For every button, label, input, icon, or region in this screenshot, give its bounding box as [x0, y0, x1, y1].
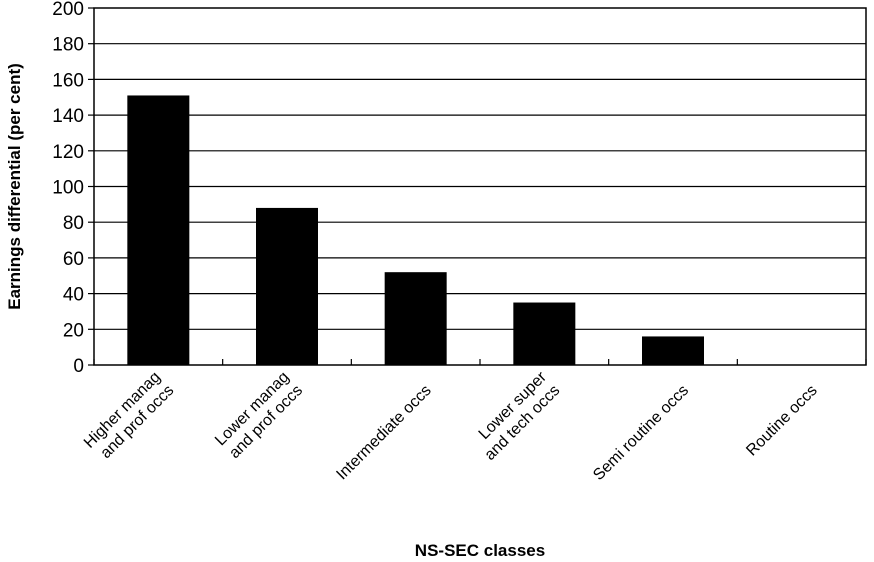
y-axis-ticks: 0 20 40 60 80 100 120 140 160 180 200: [52, 0, 94, 377]
y-axis-title: Earnings differential (per cent): [5, 63, 24, 310]
bars: [127, 95, 704, 365]
y-tick-label: 100: [52, 178, 84, 199]
bar: [384, 272, 447, 365]
bar: [642, 336, 704, 365]
x-axis-title: NS-SEC classes: [415, 541, 545, 560]
y-tick-label: 140: [52, 106, 84, 127]
x-category-label: Routine occs: [743, 382, 820, 459]
x-category-label: Higher managand prof occs: [81, 369, 178, 466]
x-category-label: Semi routine occs: [590, 382, 692, 484]
x-category-label: Lower managand prof occs: [212, 369, 306, 463]
y-tick-label: 40: [63, 285, 84, 306]
bar: [256, 207, 318, 365]
y-tick-label: 160: [52, 70, 84, 91]
bar: [127, 95, 190, 365]
x-axis-ticks: Higher managand prof occs Lower managand …: [81, 359, 867, 484]
bar: [513, 302, 576, 365]
y-tick-label: 60: [63, 249, 84, 270]
x-category-label: Lower superand tech occs: [468, 368, 564, 464]
y-tick-label: 180: [52, 35, 84, 56]
y-tick-label: 80: [63, 213, 84, 234]
y-tick-label: 0: [73, 356, 84, 377]
y-tick-label: 20: [63, 320, 84, 341]
y-tick-label: 200: [52, 0, 84, 20]
x-category-label: Intermediate occs: [333, 382, 434, 483]
gridlines: [94, 43, 866, 330]
y-tick-label: 120: [52, 142, 84, 163]
